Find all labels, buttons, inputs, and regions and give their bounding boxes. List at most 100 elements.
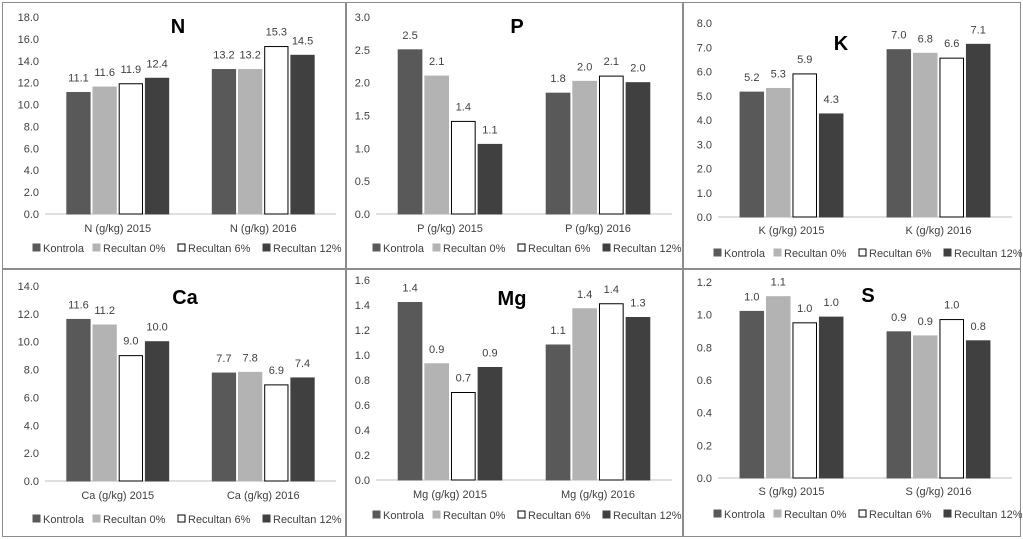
bar-recultan-0-1 [424, 363, 450, 481]
bar-kontrola-2 [211, 372, 237, 482]
bar-kontrola-2 [211, 69, 237, 215]
y-tick-label: 8.0 [24, 121, 39, 133]
bar-kontrola-2 [886, 49, 912, 218]
y-tick-label: 1.0 [355, 350, 370, 362]
data-label: 7.0 [891, 30, 906, 42]
legend-label-recultan-0: Recultan 0% [784, 509, 847, 521]
y-tick-label: 0.0 [697, 473, 712, 485]
legend-label-kontrola: Kontrola [383, 243, 425, 255]
legend-swatch-recultan-6 [517, 243, 526, 252]
chart-k: K 0.0 1.0 2.0 3.0 4.0 5.0 6.0 7.0 8.0 5.2 5.3 5.9 4.3… [697, 18, 1022, 260]
data-label: 1.1 [550, 325, 565, 337]
bar-recultan-12-2 [965, 43, 991, 218]
legend-swatch-kontrola [372, 510, 381, 519]
data-label: 11.6 [68, 299, 89, 311]
data-label: 5.2 [744, 72, 759, 84]
category-label: K (g/kg) 2015 [758, 225, 824, 237]
data-label: 6.6 [944, 38, 959, 50]
data-label: 1.1 [482, 124, 497, 136]
bar-recultan-6-2 [264, 46, 289, 215]
category-label: N (g/kg) 2015 [84, 223, 151, 235]
data-label: 4.3 [824, 94, 839, 106]
legend-label-recultan-6: Recultan 6% [869, 509, 932, 521]
data-label: 7.1 [971, 24, 986, 36]
y-tick-label: 10.0 [18, 337, 39, 349]
bar-recultan-12-2 [290, 377, 315, 482]
data-label: 0.9 [429, 344, 444, 356]
y-tick-label: 10.0 [18, 100, 39, 112]
category-label: Mg (g/kg) 2015 [413, 489, 487, 501]
bar-recultan-0-1 [92, 324, 117, 482]
y-tick-label: 6.0 [24, 392, 39, 404]
bar-recultan-0-1 [766, 87, 791, 218]
y-tick-label: 1.2 [355, 325, 370, 337]
legend-label-recultan-0: Recultan 0% [103, 514, 166, 526]
data-label: 1.0 [944, 300, 959, 312]
legend-swatch-recultan-12 [262, 514, 271, 523]
y-tick-label: 12.0 [18, 309, 39, 321]
bar-recultan-12-1 [477, 367, 503, 481]
bar-recultan-6-1 [118, 83, 143, 215]
legend-label-recultan-12: Recultan 12% [613, 510, 682, 522]
bar-kontrola-1 [397, 302, 423, 481]
legend-swatch-recultan-12 [602, 510, 611, 519]
data-label: 13.2 [239, 50, 260, 62]
legend-label-recultan-12: Recultan 12% [273, 243, 342, 255]
bar-recultan-12-1 [477, 143, 503, 215]
legend-swatch-recultan-0 [773, 509, 782, 518]
bar-recultan-12-2 [965, 340, 991, 479]
data-label: 1.8 [550, 73, 565, 85]
data-label: 2.1 [604, 56, 619, 68]
legend-swatch-kontrola [713, 509, 722, 518]
y-tick-label: 6.0 [24, 143, 39, 155]
legend-swatch-recultan-12 [602, 243, 611, 252]
y-tick-label: 2.5 [355, 45, 370, 57]
legend-swatch-recultan-0 [432, 510, 441, 519]
legend-label-recultan-0: Recultan 0% [443, 243, 506, 255]
y-tick-label: 5.0 [697, 91, 712, 103]
chart-mg: Mg 0.0 0.2 0.4 0.6 0.8 1.0 1.2 1.4 1.6 1.4 0.9 0.7 0.… [355, 275, 682, 522]
legend-label-recultan-6: Recultan 6% [528, 510, 591, 522]
bar-recultan-12-1 [144, 77, 170, 215]
chart-ca: Ca 0.0 2.0 4.0 6.0 8.0 10.0 12.0 14.0 11.6 11.2 9.0… [18, 281, 342, 526]
data-label: 9.0 [123, 336, 138, 348]
bar-recultan-12-1 [818, 316, 844, 479]
y-tick-label: 1.0 [697, 188, 712, 200]
category-label: Ca (g/kg) 2015 [81, 490, 154, 502]
panel-ca: Ca 0.0 2.0 4.0 6.0 8.0 10.0 12.0 14.0 11.6 11.2 9.0… [2, 269, 346, 537]
data-label: 11.1 [68, 73, 89, 85]
y-tick-label: 3.0 [355, 12, 370, 24]
bar-recultan-0-2 [572, 308, 598, 481]
legend-swatch-recultan-0 [773, 248, 782, 257]
category-label: Ca (g/kg) 2016 [227, 490, 300, 502]
bar-kontrola-1 [66, 318, 91, 482]
legend-label-kontrola: Kontrola [383, 510, 425, 522]
data-label: 1.4 [604, 284, 619, 296]
chart-p: P 0.0 0.5 1.0 1.5 2.0 2.5 3.0 2.5 2.1 1.4 1.1 P (g/k… [355, 12, 682, 255]
y-tick-label: 12.0 [18, 78, 39, 90]
data-label: 0.9 [918, 316, 933, 328]
legend-swatch-kontrola [32, 243, 41, 252]
legend-label-recultan-6: Recultan 6% [188, 514, 251, 526]
y-tick-label: 8.0 [24, 365, 39, 377]
y-tick-label: 3.0 [697, 139, 712, 151]
data-label: 5.9 [797, 54, 812, 66]
bar-recultan-12-1 [144, 341, 170, 482]
data-label: 0.9 [891, 312, 906, 324]
chart-n: N 0.0 2.0 4.0 6.0 8.0 10.0 12.0 14.0 16.0 18.0 11.1… [18, 12, 342, 255]
legend-label-recultan-12: Recultan 12% [954, 509, 1022, 521]
y-tick-label: 0.0 [697, 212, 712, 224]
y-tick-label: 8.0 [697, 18, 712, 30]
y-tick-label: 0.0 [24, 476, 39, 488]
data-label: 2.5 [402, 30, 417, 42]
legend-swatch-recultan-6 [858, 248, 867, 257]
data-label: 1.0 [797, 303, 812, 315]
y-tick-label: 16.0 [18, 34, 39, 46]
y-tick-label: 1.4 [355, 300, 370, 312]
data-label: 14.5 [292, 35, 313, 47]
chart-title: N [171, 16, 185, 38]
category-label: Mg (g/kg) 2016 [561, 489, 635, 501]
y-tick-label: 0.4 [697, 408, 712, 420]
bar-recultan-0-2 [913, 52, 938, 218]
chart-title: Ca [172, 287, 198, 309]
